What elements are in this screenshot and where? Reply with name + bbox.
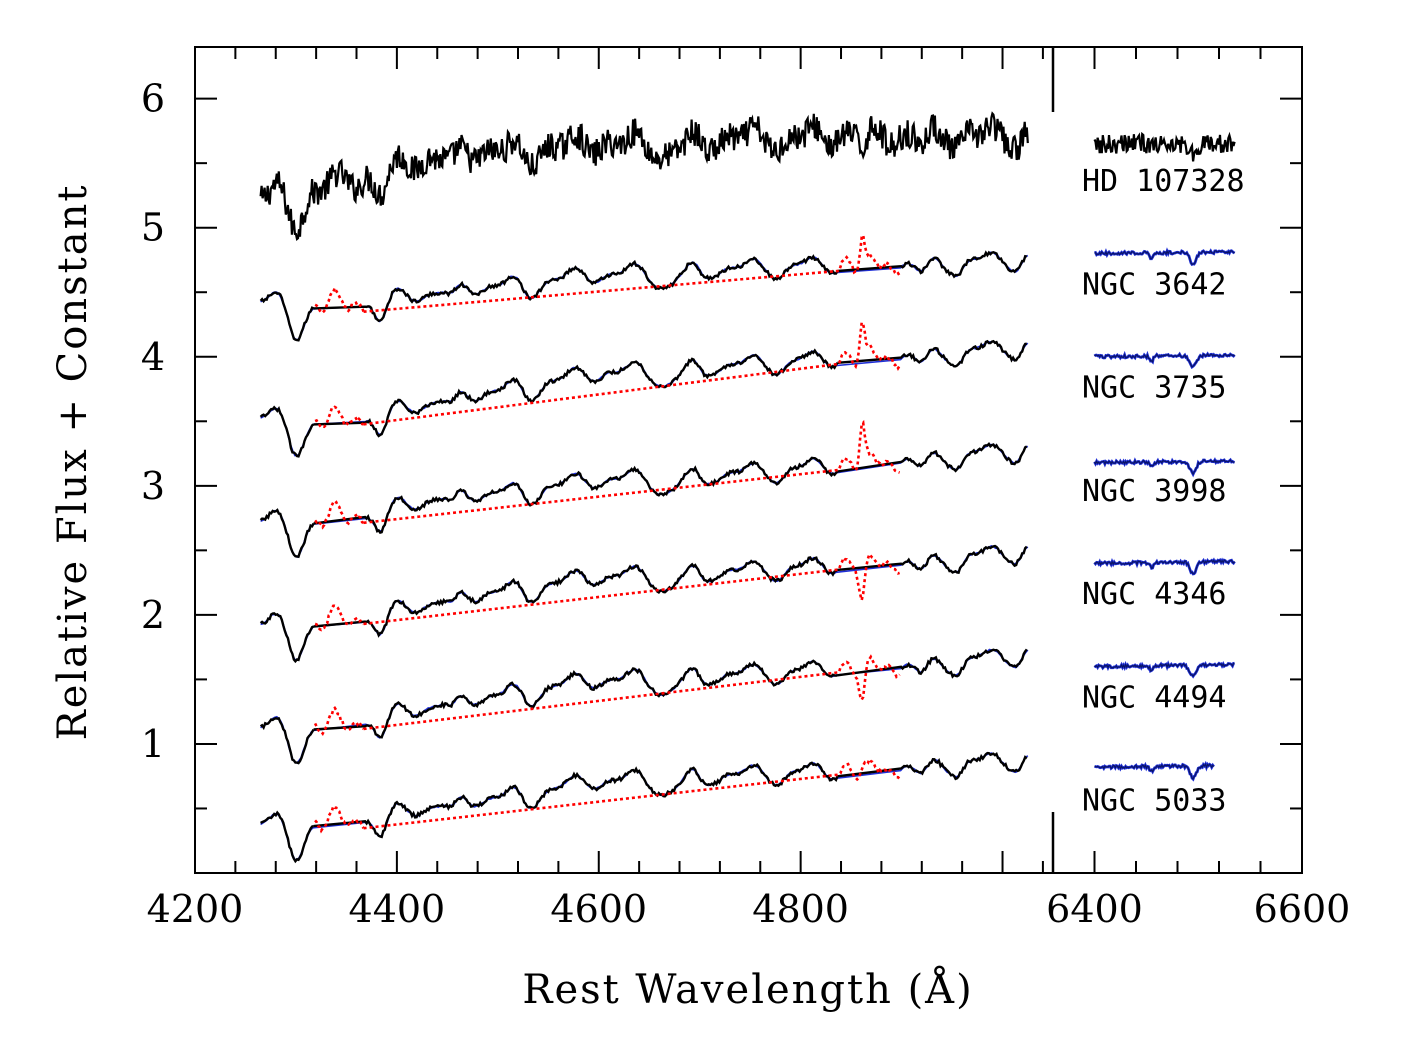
x-tick-label: 4400 [349,887,446,931]
series-label: NGC 5033 [1082,784,1227,819]
series-hd-107328 [259,111,1236,241]
spectrum-line-red [1094,559,1236,575]
series-label: HD 107328 [1082,164,1245,199]
y-tick-label: 1 [141,722,165,766]
spectrum-line-red [1094,352,1236,368]
x-tick-label: 6600 [1254,887,1351,931]
spectrum-line-red [1093,458,1235,476]
spectrum-line-blue [837,751,1028,781]
series-ngc-3642 [259,231,1236,342]
masked-region-line [314,284,365,314]
model-line-blue [260,340,1029,457]
series-label: NGC 3642 [1082,267,1227,302]
series-label: NGC 3998 [1082,474,1227,509]
series-label: NGC 4494 [1082,680,1227,715]
x-axis-title: Rest Wavelength (Å) [522,966,973,1013]
spectrum-line-blue [837,250,1028,279]
spectrum-line-blue [837,544,1028,575]
series-ngc-4346 [259,544,1236,664]
spectrum-line-red [1094,662,1235,678]
spectrum-line-red [1093,131,1236,162]
spectrum-line-blue [259,717,315,765]
spectrum-line-red [1094,249,1235,266]
spectrum-line-blue [259,508,315,559]
y-tick-label: 2 [141,593,165,637]
series-ngc-3735 [259,319,1236,458]
masked-region-line [314,803,365,834]
spectrum-line-blue [259,291,315,342]
masked-region-line [314,405,364,429]
spectrum-line-blue [837,648,1028,679]
y-tick-label: 3 [141,464,165,508]
y-tick-label: 4 [141,335,165,379]
y-tick-label: 6 [141,77,165,121]
series-ngc-5033 [260,751,1215,864]
spectrum-line-blue [313,761,839,839]
spectrum-line-red [1094,762,1215,781]
spectrum-line-blue [313,348,839,438]
spectrum-line-blue [259,405,315,458]
masked-region-line [314,604,365,632]
series-labels-layer: HD 107328 NGC 3642 NGC 3735 NGC 3998 NGC 434… [1082,164,1245,819]
y-tick-label: 5 [141,206,165,250]
spectrum-line-blue [259,612,315,664]
plot-frame [194,46,1303,874]
masked-region-line [363,654,901,731]
masked-region-line [363,419,901,525]
spectrum-line-blue [259,111,1029,241]
spectrum-line-blue [313,556,839,638]
series-ngc-4494 [259,648,1235,765]
masked-region-line [314,500,365,530]
spectrum-line-blue [313,659,838,739]
spectrum-line-blue [313,456,839,534]
masked-region-line [363,756,901,830]
masked-region-line [363,231,901,313]
series-layer [259,111,1236,864]
spectrum-line-blue [260,810,314,864]
masked-region-line [313,706,365,737]
series-ngc-3998 [259,419,1235,559]
axes-group: 1 2 3 4 5 6 4200 4400 4600 4800 6400 6600 [141,46,1351,931]
spectrum-line-blue [837,441,1028,473]
masked-region-line [363,319,901,426]
x-tick-label: 6400 [1046,887,1143,931]
x-tick-label: 4600 [550,887,647,931]
spectrum-line-blue [313,254,839,323]
spectrum-line-blue [837,339,1028,368]
series-label: NGC 4346 [1082,577,1227,612]
series-label: NGC 3735 [1082,371,1227,406]
y-axis-title: Relative Flux + Constant [50,184,96,741]
x-tick-label: 4200 [147,887,244,931]
x-tick-label: 4800 [752,887,849,931]
masked-region-line [363,551,901,626]
